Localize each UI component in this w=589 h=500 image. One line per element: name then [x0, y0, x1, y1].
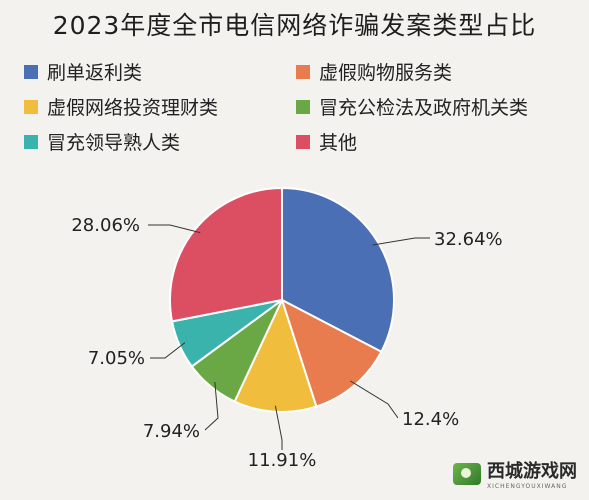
pie-slice [281, 186, 395, 354]
leader-line [372, 237, 430, 246]
leader-line [350, 380, 399, 419]
legend-item: 冒充公检法及政府机关类 [296, 93, 576, 120]
legend-swatch [296, 64, 310, 79]
legend-swatch [296, 99, 310, 114]
legend-label: 冒充公检法及政府机关类 [319, 97, 529, 119]
data-label: 11.91% [248, 450, 317, 471]
pie-slice [233, 297, 318, 413]
legend-swatch [296, 134, 310, 149]
watermark-logo-icon [453, 462, 481, 485]
legend-swatch [24, 64, 38, 79]
legend-swatch [24, 99, 38, 114]
watermark-subtitle: XICHENGYOUXIWANG [487, 483, 568, 490]
legend-label: 虚假购物服务类 [319, 62, 453, 84]
leader-line [274, 405, 283, 450]
legend: 刷单返利类 虚假购物服务类虚假网络投资理财类 冒充公检法及政府机关类冒充领导熟人类 其… [24, 58, 584, 155]
legend-item: 冒充领导熟人类 [24, 128, 296, 155]
legend-label: 刷单返利类 [47, 62, 143, 84]
watermark: 西城游戏网 XICHENGYOUXIWANG [453, 457, 577, 490]
legend-label: 其他 [319, 132, 358, 154]
data-label: 32.64% [434, 229, 503, 250]
legend-label: 冒充领导熟人类 [47, 132, 181, 154]
leader-line [148, 224, 201, 234]
legend-item: 刷单返利类 [24, 58, 296, 85]
legend-swatch [24, 134, 38, 149]
data-label: 28.06% [71, 215, 140, 236]
chart-title: 2023年度全市电信网络诈骗发案类型占比 [52, 11, 537, 40]
pie-slice [169, 186, 283, 323]
data-label: 7.94% [143, 421, 200, 442]
data-label: 12.4% [402, 409, 459, 430]
legend-item: 虚假购物服务类 [296, 58, 576, 85]
legend-item: 其他 [296, 128, 576, 155]
legend-label: 虚假网络投资理财类 [47, 97, 219, 119]
legend-item: 虚假网络投资理财类 [24, 93, 296, 120]
leader-line [204, 381, 219, 431]
pie-slice [280, 297, 383, 408]
leader-line [150, 342, 186, 359]
data-label: 7.05% [88, 348, 145, 369]
watermark-name: 西城游戏网 [487, 461, 577, 482]
